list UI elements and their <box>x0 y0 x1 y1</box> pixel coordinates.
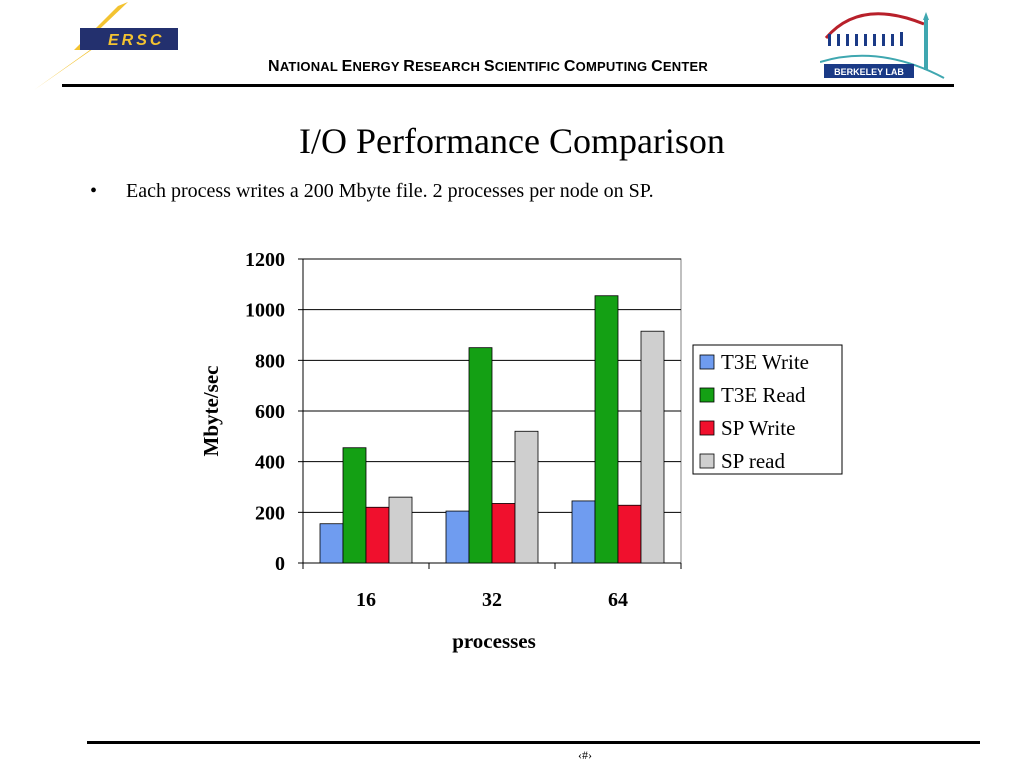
y-tick-label: 800 <box>255 350 285 372</box>
y-tick-label: 1000 <box>245 300 285 322</box>
bar-t3e-read <box>594 295 619 564</box>
bar-sp-write <box>365 506 390 564</box>
y-tick-label: 1200 <box>245 249 285 271</box>
y-tick-label: 200 <box>255 502 285 524</box>
x-tick-label: 32 <box>482 589 502 611</box>
bar-sp-write <box>491 503 516 564</box>
page-number: ‹#› <box>578 748 592 762</box>
legend-swatch <box>699 420 715 436</box>
legend-box <box>692 344 843 475</box>
x-tick-label: 64 <box>608 589 628 611</box>
berkeley-lab-banner <box>824 64 914 78</box>
header-divider <box>62 84 954 87</box>
bar-t3e-write <box>445 510 470 564</box>
bullet-marker: • <box>90 180 98 202</box>
nersc-logo-bar <box>80 28 178 50</box>
berkeley-hill <box>820 54 945 79</box>
berkeley-lab-logo: BERKELEY LAB <box>820 12 945 79</box>
bar-sp-read <box>388 496 413 564</box>
legend-swatch <box>699 354 715 370</box>
campanile-icon <box>923 12 929 70</box>
bar-t3e-read <box>468 347 493 564</box>
nersc-logo-text: ERSC <box>108 32 164 49</box>
y-axis-title: Mbyte/sec <box>199 366 223 457</box>
legend-swatch <box>699 453 715 469</box>
x-axis-title: processes <box>452 629 536 653</box>
bar-t3e-read <box>342 447 367 564</box>
berkeley-building-icon <box>828 32 903 46</box>
bar-sp-write <box>617 504 642 564</box>
y-tick-label: 600 <box>255 401 285 423</box>
bullet-text: Each process writes a 200 Mbyte file. 2 … <box>126 180 654 202</box>
y-tick-label: 400 <box>255 452 285 474</box>
legend-label: T3E Write <box>721 350 809 374</box>
nersc-logo: ERSC <box>34 2 178 90</box>
legend-label: SP read <box>721 449 785 473</box>
berkeley-arc <box>824 12 925 39</box>
y-tick-label: 0 <box>275 553 285 575</box>
legend-label: T3E Read <box>721 383 806 407</box>
legend-label: SP Write <box>721 416 795 440</box>
slide-title: I/O Performance Comparison <box>299 121 725 161</box>
footer-divider <box>87 741 980 744</box>
bar-t3e-write <box>319 523 344 564</box>
legend-swatch <box>699 387 715 403</box>
x-tick-label: 16 <box>356 589 376 611</box>
bar-t3e-write <box>571 500 596 564</box>
organization-name: NATIONAL ENERGY RESEARCH SCIENTIFIC COMP… <box>268 58 708 75</box>
bar-sp-read <box>640 330 665 564</box>
bar-sp-read <box>514 430 539 564</box>
berkeley-lab-text: BERKELEY LAB <box>834 67 904 77</box>
